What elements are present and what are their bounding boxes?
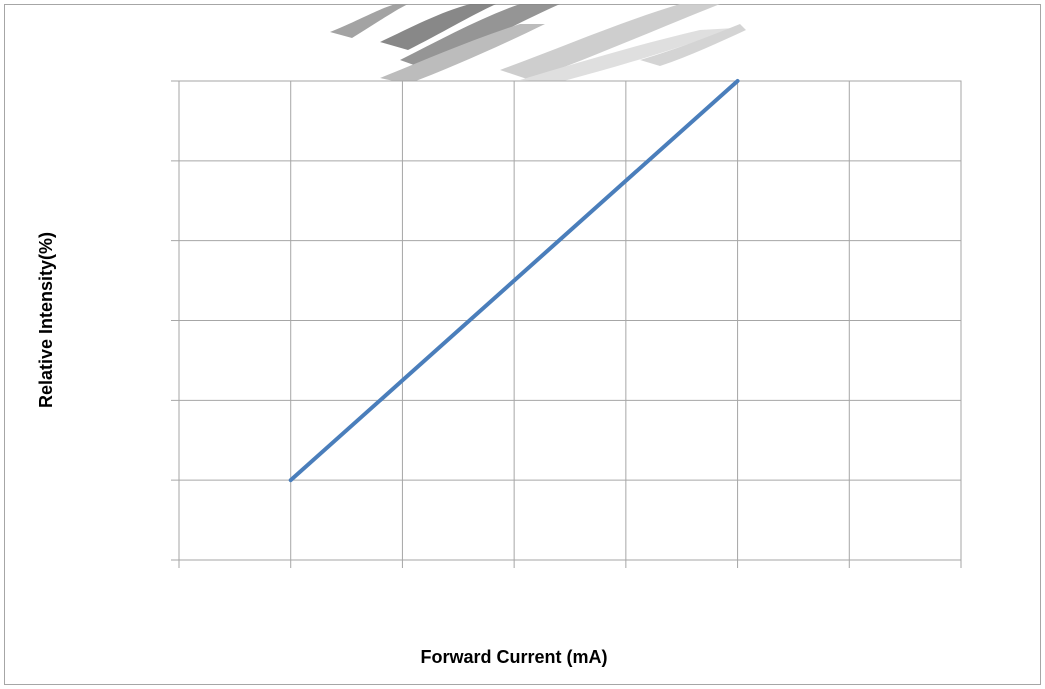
x-axis-title: Forward Current (mA)	[420, 647, 607, 667]
header-decor-image	[330, 4, 746, 84]
y-axis-title: Relative Intensity(%)	[36, 232, 56, 408]
series-line	[288, 79, 740, 483]
